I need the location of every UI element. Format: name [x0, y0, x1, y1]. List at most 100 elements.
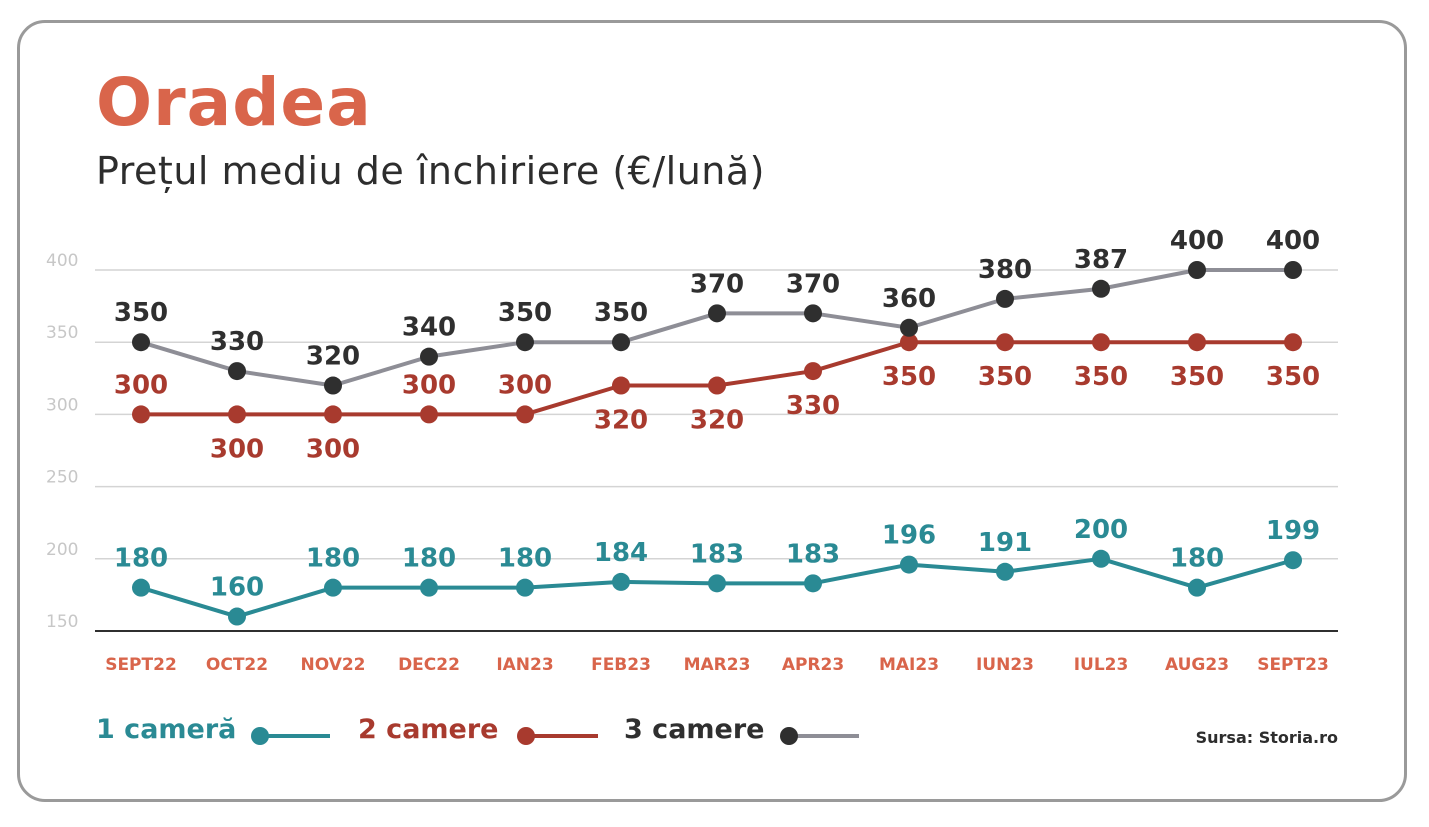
legend-marker-1 [251, 727, 269, 745]
data-point-s3 [228, 362, 246, 381]
data-label-s2: 350 [1266, 362, 1320, 392]
x-tick-label: MAR23 [684, 655, 751, 675]
legend-marker-3 [780, 727, 798, 745]
data-point-s3 [804, 304, 822, 323]
x-tick-label: DEC22 [398, 655, 460, 675]
legend-marker-2 [517, 727, 535, 745]
data-point-s1 [420, 578, 438, 597]
data-label-s1: 180 [498, 544, 552, 574]
data-point-s2 [516, 405, 534, 424]
data-label-s3: 350 [594, 298, 648, 328]
data-label-s2: 350 [1074, 362, 1128, 392]
x-tick-label: AUG23 [1165, 655, 1229, 675]
x-tick-label: IUL23 [1074, 655, 1129, 675]
data-label-s3: 330 [210, 327, 264, 357]
x-tick-label: MAI23 [879, 655, 939, 675]
data-point-s2 [612, 376, 630, 395]
data-label-s1: 199 [1266, 516, 1320, 546]
y-tick-label-250: 250 [46, 468, 78, 488]
x-tick-label: NOV22 [300, 655, 365, 675]
data-point-s2 [1092, 333, 1110, 352]
data-point-s1 [900, 555, 918, 574]
y-tick-label-300: 300 [46, 395, 78, 415]
data-label-s2: 300 [114, 370, 168, 400]
x-tick-label: IUN23 [976, 655, 1034, 675]
data-point-s3 [996, 289, 1014, 308]
x-tick-label: SEPT22 [105, 655, 177, 675]
data-point-s3 [1284, 261, 1302, 279]
data-point-s2 [1284, 333, 1302, 352]
legend-label-1-camera: 1 cameră [96, 714, 237, 745]
data-label-s1: 180 [1170, 544, 1224, 574]
data-label-s3: 380 [978, 255, 1032, 285]
data-label-s1: 180 [306, 544, 360, 574]
data-point-s2 [708, 376, 726, 395]
data-label-s2: 320 [690, 406, 744, 436]
y-tick-label-350: 350 [46, 323, 78, 343]
y-axis-ticks: 150 200 250 300 350 400 [46, 251, 78, 632]
data-point-s3 [132, 333, 150, 352]
data-point-s1 [1188, 578, 1206, 597]
data-point-s1 [1092, 549, 1110, 568]
data-point-s1 [996, 562, 1014, 581]
data-label-s3: 400 [1266, 226, 1320, 256]
y-tick-label-200: 200 [46, 540, 78, 560]
x-tick-label: IAN23 [496, 655, 553, 675]
data-label-s2: 320 [594, 406, 648, 436]
data-point-s1 [1284, 551, 1302, 570]
legend-label-3-camere: 3 camere [624, 714, 765, 745]
data-label-s3: 370 [786, 269, 840, 299]
data-label-s1: 184 [594, 538, 648, 568]
data-point-s2 [420, 405, 438, 424]
data-label-s2: 350 [882, 362, 936, 392]
chart-card [17, 20, 1407, 802]
data-label-s2: 330 [786, 391, 840, 421]
data-label-s3: 320 [306, 342, 360, 372]
data-point-s1 [228, 607, 246, 626]
data-point-s2 [804, 362, 822, 381]
data-point-s1 [516, 578, 534, 597]
data-labels: 180 160 180 180 180 184 183 183 196 191 200 180 199 3… [114, 226, 1320, 603]
data-label-s1: 183 [786, 539, 840, 569]
x-tick-label: SEPT23 [1257, 655, 1329, 675]
data-label-s1: 183 [690, 539, 744, 569]
legend-label-2-camere: 2 camere [358, 714, 499, 745]
legend-markers [251, 727, 859, 745]
data-label-s1: 180 [114, 544, 168, 574]
data-point-s2 [1188, 333, 1206, 352]
data-point-s3 [1188, 261, 1206, 279]
data-point-s1 [708, 574, 726, 593]
x-tick-label: OCT22 [206, 655, 268, 675]
chart-title: Oradea [96, 64, 372, 141]
data-point-s2 [228, 405, 246, 424]
data-label-s3: 400 [1170, 226, 1224, 256]
series-lines [132, 261, 1302, 626]
data-point-s1 [132, 578, 150, 597]
data-label-s3: 387 [1074, 245, 1128, 275]
data-label-s2: 350 [978, 362, 1032, 392]
data-point-s2 [900, 333, 918, 352]
data-point-s3 [516, 333, 534, 352]
data-label-s3: 350 [498, 298, 552, 328]
data-label-s3: 340 [402, 313, 456, 343]
data-label-s2: 300 [402, 370, 456, 400]
x-tick-label: FEB23 [591, 655, 651, 675]
data-label-s2: 300 [498, 370, 552, 400]
data-point-s1 [612, 572, 630, 591]
data-label-s3: 350 [114, 298, 168, 328]
data-label-s2: 300 [210, 434, 264, 464]
data-label-s3: 360 [882, 284, 936, 314]
data-label-s3: 370 [690, 269, 744, 299]
data-point-s2 [324, 405, 342, 424]
data-point-s1 [324, 578, 342, 597]
data-label-s1: 180 [402, 544, 456, 574]
data-point-s3 [708, 304, 726, 323]
data-label-s1: 196 [882, 521, 936, 551]
data-point-s2 [996, 333, 1014, 352]
data-label-s1: 191 [978, 528, 1032, 558]
y-tick-label-150: 150 [46, 612, 78, 632]
data-label-s1: 160 [210, 573, 264, 603]
data-point-s2 [132, 405, 150, 424]
data-point-s3 [324, 376, 342, 395]
data-point-s3 [612, 333, 630, 352]
